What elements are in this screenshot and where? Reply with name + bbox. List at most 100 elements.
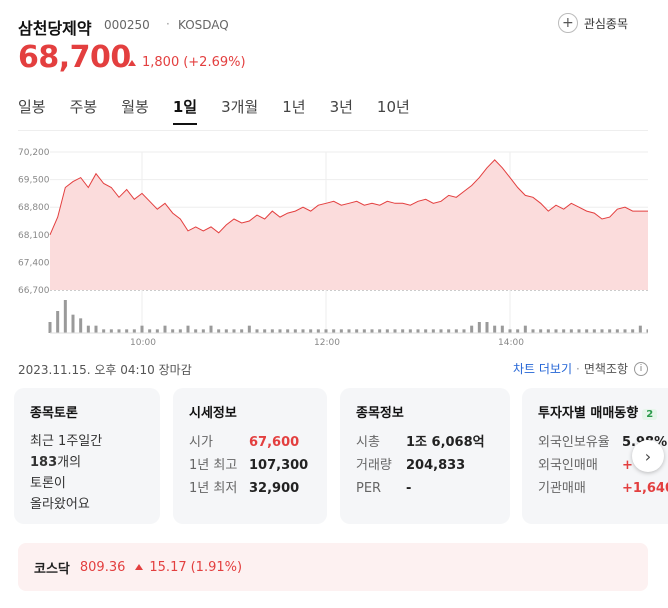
volume-bar bbox=[109, 329, 113, 333]
plus-icon: + bbox=[557, 13, 578, 33]
tab-1year[interactable]: 1년 bbox=[282, 98, 306, 116]
volume-bar bbox=[585, 329, 589, 333]
volume-bar bbox=[209, 325, 213, 333]
quote-card[interactable]: 시세정보 시가 67,600 1년 최고 107,300 1년 최저 32,900 bbox=[173, 388, 327, 524]
volume-bar bbox=[339, 329, 343, 333]
x-tick-label: 10:00 bbox=[130, 338, 156, 348]
change-value: 1,800 bbox=[142, 55, 180, 70]
y-tick-label: 68,100 bbox=[18, 231, 50, 241]
chevron-right-icon: › bbox=[644, 446, 652, 466]
discussion-line2: 개의 bbox=[57, 455, 82, 470]
volume-bar bbox=[370, 329, 374, 333]
discussion-card[interactable]: 종목토론 최근 1주일간 183개의 토론이 올라왔어요 bbox=[14, 388, 160, 524]
price-line bbox=[49, 159, 648, 235]
volume-bar bbox=[523, 325, 527, 333]
volume-bar bbox=[186, 325, 190, 333]
investor-row-foreign-trade: 외국인매매 + bbox=[538, 458, 633, 473]
volume-bar bbox=[615, 329, 619, 333]
x-axis-labels: 10:00 12:00 14:00 bbox=[130, 338, 524, 348]
up-arrow-icon bbox=[128, 59, 136, 66]
volume-bar bbox=[309, 329, 313, 333]
favorite-button[interactable]: + 관심종목 bbox=[557, 12, 628, 34]
volume-bar bbox=[48, 322, 52, 333]
volume-bar bbox=[424, 329, 428, 333]
volume-bar bbox=[316, 329, 320, 333]
price-area bbox=[49, 159, 648, 290]
tab-daily[interactable]: 일봉 bbox=[18, 98, 46, 116]
y-axis-labels: 70,200 69,500 68,800 68,100 67,400 66,700 bbox=[18, 148, 50, 296]
next-cards-button[interactable]: › bbox=[632, 440, 664, 472]
volume-bar bbox=[431, 329, 435, 333]
quote-row-high: 1년 최고 107,300 bbox=[189, 458, 309, 473]
discussion-body: 최근 1주일간 183개의 토론이 올라왔어요 bbox=[30, 431, 144, 515]
investor-title: 투자자별 매매동향 2 bbox=[538, 402, 668, 421]
volume-bar bbox=[646, 329, 648, 333]
volume-bar bbox=[378, 329, 382, 333]
volume-bar bbox=[477, 322, 481, 333]
volume-bar bbox=[140, 325, 144, 333]
intraday-price-chart[interactable]: 70,200 69,500 68,800 68,100 67,400 66,700 10:… bbox=[18, 140, 648, 350]
favorite-label: 관심종목 bbox=[583, 16, 628, 31]
investor-badge: 2 bbox=[642, 409, 658, 420]
tab-weekly[interactable]: 주봉 bbox=[69, 98, 98, 116]
volume-bar bbox=[355, 329, 359, 333]
volume-bar bbox=[332, 329, 336, 333]
info-cards: 종목토론 최근 1주일간 183개의 토론이 올라왔어요 시세정보 시가 67,6… bbox=[14, 388, 668, 524]
info-icon[interactable]: i bbox=[634, 361, 648, 376]
stock-info-card[interactable]: 종목정보 시총 1조 6,068억 거래량 204,833 PER - bbox=[340, 388, 510, 524]
volume-bar bbox=[485, 322, 489, 333]
more-chart-link[interactable]: 차트 더보기 bbox=[512, 362, 572, 376]
index-name: 코스닥 bbox=[34, 561, 70, 577]
discussion-line4: 올라왔어요 bbox=[30, 497, 90, 512]
separator-dot: · bbox=[166, 17, 170, 31]
tab-3month[interactable]: 3개월 bbox=[221, 98, 259, 116]
tab-1day[interactable]: 1일 bbox=[172, 98, 198, 125]
x-tick-label: 12:00 bbox=[314, 338, 340, 348]
volume-bar bbox=[102, 329, 106, 333]
volume-bar bbox=[79, 318, 83, 333]
volume-bar bbox=[554, 329, 558, 333]
volume-bar bbox=[531, 329, 535, 333]
volume-bar bbox=[171, 329, 175, 333]
volume-bar bbox=[401, 329, 405, 333]
volume-bar bbox=[194, 329, 198, 333]
tab-3year[interactable]: 3년 bbox=[329, 98, 353, 116]
index-change-value: 15.17 bbox=[149, 559, 187, 575]
index-value: 809.36 bbox=[79, 559, 126, 575]
volume-bar bbox=[600, 329, 604, 333]
disclaimer-link[interactable]: 면책조항 bbox=[583, 362, 628, 376]
volume-bar bbox=[562, 329, 566, 333]
volume-bar bbox=[56, 311, 60, 333]
quote-title: 시세정보 bbox=[189, 406, 237, 421]
tab-monthly[interactable]: 월봉 bbox=[121, 98, 149, 116]
volume-bar bbox=[86, 325, 90, 333]
volume-bar bbox=[178, 329, 182, 333]
volume-bar bbox=[232, 329, 236, 333]
volume-bar bbox=[270, 329, 274, 333]
volume-bars bbox=[48, 300, 648, 334]
stock-name[interactable]: 삼천당제약 bbox=[18, 19, 92, 38]
volume-bar bbox=[470, 325, 474, 333]
index-bar[interactable]: 코스닥 809.36 15.17 (1.91%) bbox=[18, 543, 648, 591]
volume-bar bbox=[125, 329, 129, 333]
volume-bar bbox=[263, 329, 267, 333]
volume-bar bbox=[577, 329, 581, 333]
volume-bar bbox=[94, 325, 98, 333]
price-area-fill bbox=[50, 159, 648, 290]
discussion-line3: 토론이 bbox=[30, 476, 66, 491]
change-percent: (+2.69%) bbox=[183, 55, 246, 70]
y-tick-label: 66,700 bbox=[18, 286, 50, 296]
info-row-marketcap: 시총 1조 6,068억 bbox=[356, 435, 485, 450]
volume-bar bbox=[508, 329, 512, 333]
market-timestamp: 2023.11.15. 오후 04:10 장마감 bbox=[18, 363, 192, 377]
index-change-pct: (1.91%) bbox=[190, 559, 243, 575]
volume-bar bbox=[324, 329, 328, 333]
stock-header: 삼천당제약 000250 · KOSDAQ + 관심종목 bbox=[18, 12, 668, 42]
tab-10year[interactable]: 10년 bbox=[376, 98, 410, 116]
y-tick-label: 70,200 bbox=[18, 148, 50, 158]
chart-links: 차트 더보기 · 면책조항 i bbox=[513, 360, 648, 377]
price-change: 1,800 (+2.69%) bbox=[128, 55, 246, 70]
info-row-per: PER - bbox=[356, 481, 412, 496]
volume-bar bbox=[217, 329, 221, 333]
investor-row-institution: 기관매매+1,640 bbox=[538, 481, 668, 496]
